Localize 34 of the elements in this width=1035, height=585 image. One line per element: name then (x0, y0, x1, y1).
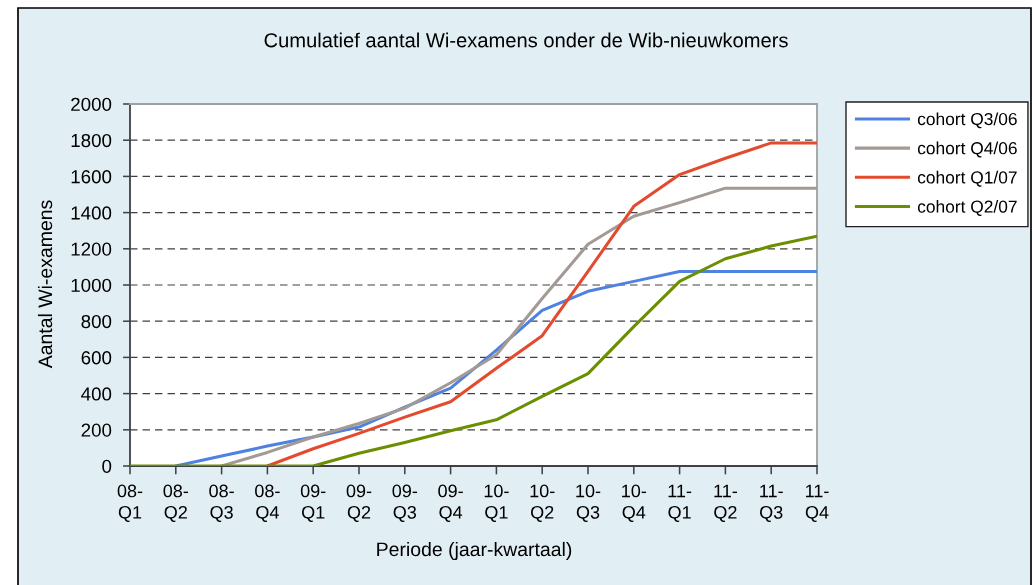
x-tick-label: 11- Q4 (805, 484, 829, 522)
legend-label: cohort Q1/07 (917, 170, 1017, 187)
x-axis-title: Periode (jaar-kwartaal) (377, 541, 572, 561)
x-tick-label: 10- Q1 (484, 484, 509, 522)
x-tick-label: 08- Q3 (209, 484, 234, 522)
x-tick-label: 10- Q2 (530, 484, 555, 522)
x-tick-label: 08- Q2 (163, 484, 189, 522)
y-tick-label: 1800 (71, 133, 112, 148)
x-tick-label: 11- Q3 (760, 484, 783, 522)
chart-title: Cumulatief aantal Wi-examens onder de Wib-nieuwkomers (264, 32, 788, 48)
x-tick-label: 11- Q1 (668, 484, 692, 522)
y-tick-label: 0 (102, 459, 112, 473)
y-tick-label: 1200 (71, 242, 112, 256)
y-tick-label: 2000 (71, 97, 112, 111)
x-tick-label: 09- Q3 (392, 484, 418, 522)
y-tick-label: 1000 (71, 278, 112, 292)
y-tick-label: 800 (81, 314, 112, 329)
x-tick-label: 09- Q2 (346, 484, 372, 522)
legend-label: cohort Q4/06 (917, 141, 1017, 158)
y-tick-label: 400 (81, 387, 112, 401)
x-tick-label: 08- Q4 (255, 484, 280, 522)
x-tick-label: 11- Q2 (714, 484, 737, 522)
x-tick-label: 10- Q3 (576, 484, 601, 522)
x-tick-label: 09- Q4 (438, 484, 463, 522)
legend-label: cohort Q2/07 (917, 200, 1017, 216)
legend-label: cohort Q3/06 (917, 112, 1017, 129)
x-tick-label: 08- Q1 (117, 484, 143, 522)
y-tick-label: 1400 (71, 206, 112, 220)
y-tick-label: 200 (81, 423, 112, 437)
x-tick-label: 10- Q4 (622, 484, 647, 522)
y-tick-label: 600 (81, 351, 112, 365)
x-tick-label: 09- Q1 (300, 484, 326, 522)
y-tick-label: 1600 (71, 170, 112, 184)
y-axis-title: Aantal Wi-examens (37, 200, 53, 369)
